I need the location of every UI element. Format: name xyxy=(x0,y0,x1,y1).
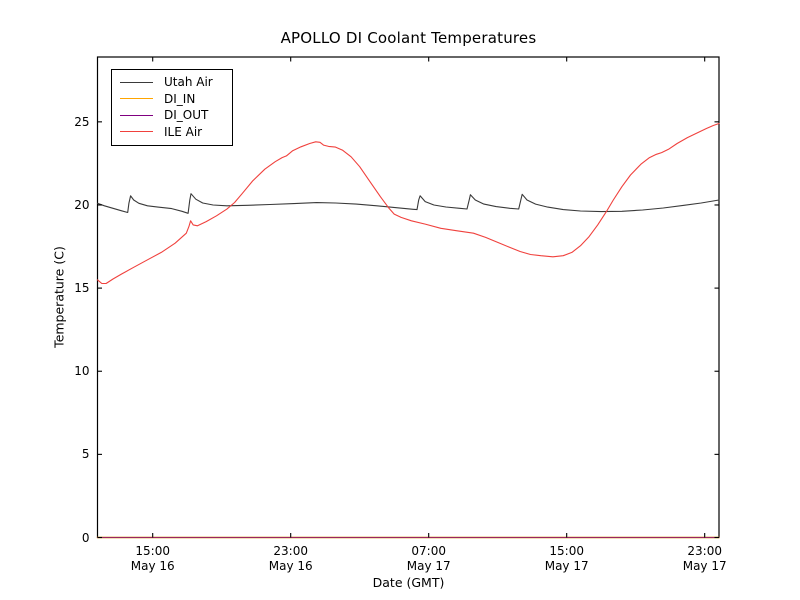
y-tick-label: 10 xyxy=(74,364,90,379)
x-tick-date: May 17 xyxy=(544,558,589,573)
legend-line-sample xyxy=(120,98,153,100)
legend-label: ILE Air xyxy=(164,124,203,139)
legend-row: ILE Air xyxy=(120,124,226,141)
x-tick-date: May 16 xyxy=(268,558,313,573)
x-axis-label: Date (GMT) xyxy=(372,575,445,590)
y-tick-label: 25 xyxy=(74,114,90,129)
x-tick-time: 15:00 xyxy=(549,543,584,558)
series-line-ile-air xyxy=(96,122,720,285)
x-tick-label: 15:00 May 16 xyxy=(118,544,188,574)
series-line-utah-air xyxy=(96,193,720,214)
legend-box: Utah Air DI_IN DI_OUT ILE Air xyxy=(111,69,233,146)
legend-line-sample xyxy=(120,81,153,83)
chart-title: APOLLO DI Coolant Temperatures xyxy=(280,29,537,47)
y-axis-label: Temperature (C) xyxy=(51,246,67,348)
y-tick-label: 0 xyxy=(81,530,90,545)
y-tick-label: 15 xyxy=(74,281,90,296)
x-tick-time: 23:00 xyxy=(273,543,308,558)
x-tick-label: 07:00 May 17 xyxy=(394,544,464,574)
x-tick-date: May 17 xyxy=(682,558,727,573)
legend-line-sample xyxy=(120,131,153,133)
x-tick-time: 23:00 xyxy=(687,543,722,558)
x-tick-label: 23:00 May 16 xyxy=(256,544,326,574)
x-tick-label: 15:00 May 17 xyxy=(532,544,602,574)
y-tick-label: 20 xyxy=(74,197,90,212)
x-tick-date: May 17 xyxy=(406,558,451,573)
legend-label: Utah Air xyxy=(164,75,213,90)
legend-label: DI_IN xyxy=(164,91,196,106)
x-tick-date: May 16 xyxy=(130,558,175,573)
legend-row: Utah Air xyxy=(120,74,226,91)
x-tick-time: 07:00 xyxy=(411,543,446,558)
legend-row: DI_OUT xyxy=(120,107,226,124)
legend-line-sample xyxy=(120,114,153,116)
legend-row: DI_IN xyxy=(120,91,226,108)
legend-label: DI_OUT xyxy=(164,108,209,123)
x-tick-label: 23:00 May 17 xyxy=(670,544,740,574)
x-tick-time: 15:00 xyxy=(135,543,170,558)
y-tick-label: 5 xyxy=(81,447,90,462)
